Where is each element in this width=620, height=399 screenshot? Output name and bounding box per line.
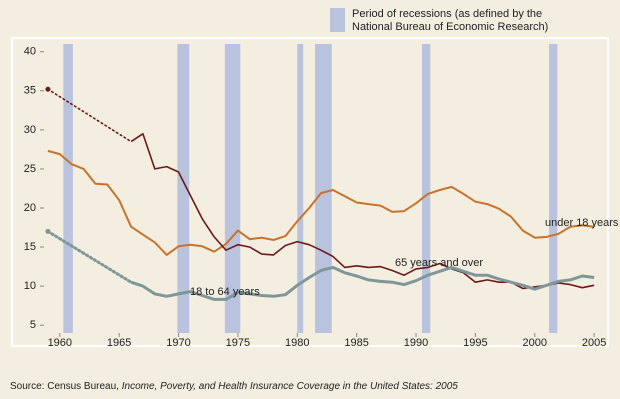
series-label: 18 to 64 years [190, 286, 260, 298]
x-tick-label: 1960 [48, 337, 72, 349]
series-label: 65 years and over [395, 257, 483, 269]
gap-start-dot [45, 228, 51, 234]
gap-connector [47, 88, 132, 143]
gap-start-dot [45, 86, 51, 92]
x-tick-label: 1980 [285, 337, 309, 349]
legend-text: Period of recessions (as defined by the [352, 8, 542, 20]
series-line [130, 265, 595, 301]
plot-frame [11, 37, 609, 347]
source: Source: Census Bureau, Income, Poverty, … [10, 381, 458, 392]
x-tick-label: 1965 [107, 337, 131, 349]
recession-band [224, 44, 241, 333]
y-tick-label: 25 [24, 163, 36, 175]
recession-band [549, 44, 558, 333]
recession-band [63, 44, 73, 333]
y-tick-label: 5 [30, 319, 36, 331]
y-tick-label: 15 [24, 241, 36, 253]
recession-band [177, 44, 190, 333]
y-tick-label: 40 [24, 46, 36, 58]
gap-connector [46, 229, 133, 284]
y-tick-label: 35 [24, 85, 36, 97]
x-tick-label: 2005 [582, 337, 606, 349]
x-tick-label: 1990 [404, 337, 428, 349]
y-tick-label: 30 [24, 124, 36, 136]
y-tick-label: 10 [24, 280, 36, 292]
x-tick-label: 1975 [226, 337, 250, 349]
source-title: Income, Poverty, and Health Insurance Co… [122, 381, 459, 392]
legend-text: National Bureau of Economic Research) [352, 21, 548, 33]
x-tick-label: 1985 [344, 337, 368, 349]
source-prefix: Source: Census Bureau, [10, 381, 122, 392]
x-tick-label: 2000 [523, 337, 547, 349]
series-line [47, 149, 595, 256]
legend-swatch [330, 8, 345, 32]
series-label: under 18 years [545, 217, 619, 229]
series-line [130, 133, 595, 290]
recession-band [315, 44, 332, 333]
x-tick-label: 1970 [166, 337, 190, 349]
recession-band [421, 44, 431, 333]
recession-band [297, 44, 304, 333]
x-tick-label: 1995 [463, 337, 487, 349]
y-tick-label: 20 [24, 202, 36, 214]
